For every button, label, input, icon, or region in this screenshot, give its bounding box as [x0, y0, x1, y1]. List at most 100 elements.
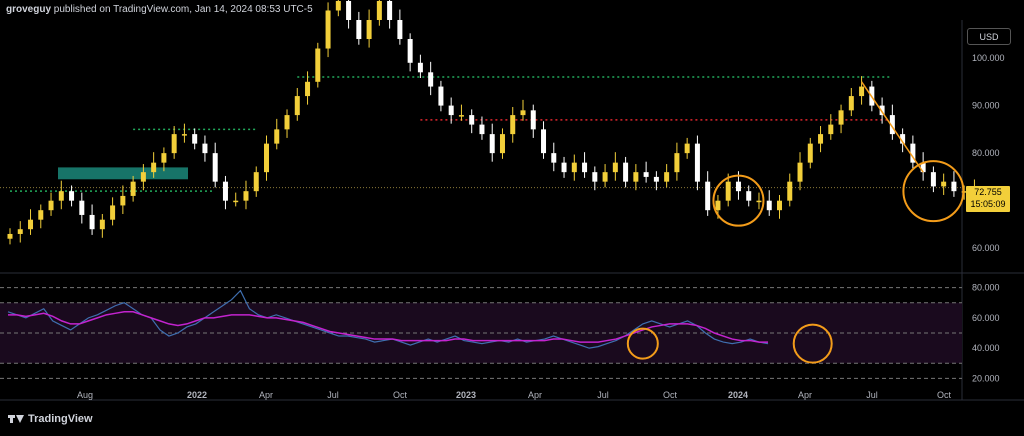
candle-body: [674, 153, 680, 173]
candle-body: [458, 115, 464, 117]
candle-body: [787, 181, 793, 201]
candle-body: [818, 134, 824, 144]
candle-body: [807, 143, 813, 163]
price-tick-label: 90.000: [972, 101, 1000, 111]
candle-body: [397, 20, 403, 40]
candle-body: [253, 172, 259, 192]
candle-body: [900, 134, 906, 144]
candle-body: [551, 153, 557, 163]
tradingview-logo-icon: [8, 414, 24, 424]
candle-body: [612, 162, 618, 173]
trendline: [860, 81, 924, 173]
candle-body: [746, 191, 752, 201]
candle-body: [941, 181, 947, 187]
candle-body: [233, 200, 239, 203]
candle-body: [110, 205, 116, 220]
candle-body: [838, 110, 844, 125]
candle-body: [28, 219, 34, 230]
candle-body: [335, 0, 341, 11]
candle-body: [489, 134, 495, 154]
time-tick-label: Oct: [937, 390, 952, 400]
candle-body: [120, 195, 126, 206]
candle-body: [325, 10, 331, 49]
candle-body: [192, 134, 198, 144]
candle-body: [366, 20, 372, 40]
candle-body: [602, 172, 608, 182]
candle-body: [417, 62, 423, 73]
time-tick-label: Jul: [866, 390, 878, 400]
candle-body: [171, 134, 177, 154]
candle-body: [356, 20, 362, 40]
time-tick-label: Jul: [327, 390, 339, 400]
candle-body: [592, 172, 598, 182]
candle-body: [89, 214, 95, 230]
rsi-tick-label: 40.000: [972, 343, 1000, 353]
bar-countdown: 15:05:09: [970, 199, 1006, 209]
candle-body: [376, 0, 382, 20]
candle-body: [571, 162, 577, 173]
candle-body: [69, 191, 75, 201]
candle-body: [202, 143, 208, 154]
currency-button[interactable]: USD: [967, 28, 1011, 45]
candle-body: [766, 200, 772, 211]
rsi-band-background: [0, 302, 962, 364]
candle-body: [910, 143, 916, 163]
candle-body: [520, 110, 526, 116]
candle-body: [315, 48, 321, 82]
time-tick-label: Apr: [528, 390, 542, 400]
candle-body: [859, 86, 865, 97]
candle-body: [479, 124, 485, 135]
price-tick-label: 60.000: [972, 243, 1000, 253]
candle-body: [181, 134, 187, 136]
price-highlight-circle: [902, 160, 965, 223]
candle-body: [777, 200, 782, 211]
candle-body: [48, 200, 54, 211]
candle-body: [715, 200, 721, 211]
candle-body: [848, 96, 854, 111]
time-tick-label: Aug: [77, 390, 93, 400]
candle-body: [58, 191, 64, 201]
candle-body: [510, 115, 516, 135]
candle-body: [920, 162, 926, 173]
rsi-tick-label: 20.000: [972, 373, 1000, 383]
time-tick-label: Oct: [393, 390, 408, 400]
candle-body: [633, 172, 639, 182]
price-tick-label: 80.000: [972, 148, 1000, 158]
candle-body: [38, 210, 44, 220]
candle-body: [951, 181, 957, 192]
time-tick-label: Jul: [597, 390, 609, 400]
candle-body: [643, 172, 649, 177]
candle-body: [243, 191, 249, 201]
candle-body: [428, 72, 434, 87]
candle-body: [623, 162, 629, 182]
candle-body: [7, 233, 13, 239]
rsi-tick-label: 80.000: [972, 283, 1000, 293]
rsi-ma-line: [8, 311, 768, 343]
candle-body: [664, 172, 670, 182]
candle-body: [264, 143, 269, 173]
candle-body: [499, 134, 505, 154]
rsi-line: [7, 289, 769, 349]
zone-box: [58, 167, 188, 180]
last-price-value: 72.755: [974, 187, 1002, 197]
time-tick-label: Apr: [259, 390, 273, 400]
author-name: groveguy: [6, 4, 52, 15]
candle-body: [684, 143, 690, 154]
rsi-tick-label: 60.000: [972, 313, 1000, 323]
time-tick-label: Apr: [798, 390, 812, 400]
candle-body: [653, 176, 659, 182]
price-pane: [0, 20, 962, 273]
candle-body: [130, 181, 136, 196]
tradingview-footer[interactable]: TradingView: [8, 413, 93, 425]
candle-body: [879, 105, 885, 116]
candle-body: [151, 162, 157, 173]
candle-body: [79, 200, 85, 215]
brand-name: TradingView: [28, 413, 93, 425]
candle-body: [284, 115, 290, 130]
candle-body: [387, 0, 393, 20]
price-highlight-circle: [712, 174, 765, 227]
candle-body: [161, 153, 167, 163]
candle-body: [828, 124, 834, 135]
candle-body: [274, 129, 280, 144]
